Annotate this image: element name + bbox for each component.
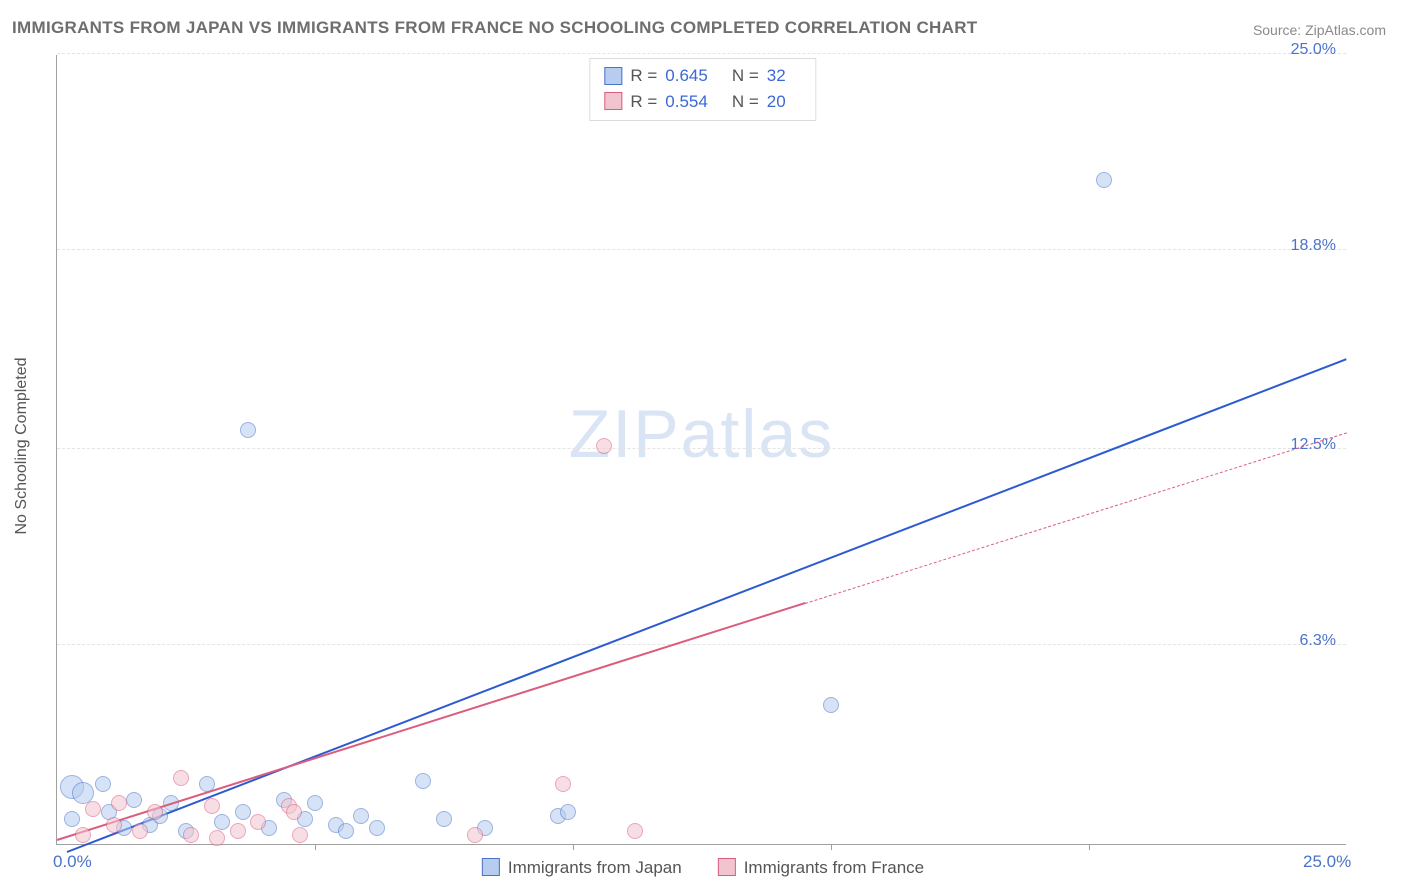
legend-row: R = 0.645 N = 32 bbox=[604, 63, 801, 89]
trend-line bbox=[805, 432, 1347, 604]
data-point bbox=[369, 820, 385, 836]
data-point bbox=[338, 823, 354, 839]
data-point bbox=[292, 827, 308, 843]
legend-r-label: R = bbox=[630, 89, 657, 115]
data-point bbox=[183, 827, 199, 843]
data-point bbox=[85, 801, 101, 817]
trend-line bbox=[57, 602, 806, 841]
data-point bbox=[209, 830, 225, 846]
y-axis-label: No Schooling Completed bbox=[13, 358, 31, 535]
gridline bbox=[57, 448, 1346, 449]
data-point bbox=[132, 823, 148, 839]
gridline bbox=[57, 249, 1346, 250]
legend-n-label: N = bbox=[732, 63, 759, 89]
legend-series-name: Immigrants from France bbox=[744, 858, 924, 877]
data-point bbox=[75, 827, 91, 843]
legend-row: R = 0.554 N = 20 bbox=[604, 89, 801, 115]
x-tick-mark bbox=[573, 844, 574, 850]
y-tick-label: 25.0% bbox=[1291, 41, 1336, 59]
correlation-legend: R = 0.645 N = 32 R = 0.554 N = 20 bbox=[589, 58, 816, 121]
data-point bbox=[436, 811, 452, 827]
chart-plot-area: ZIPatlas 6.3%12.5%18.8%25.0%0.0%25.0% bbox=[56, 55, 1346, 845]
data-point bbox=[204, 798, 220, 814]
x-tick-mark bbox=[1089, 844, 1090, 850]
data-point bbox=[126, 792, 142, 808]
data-point bbox=[235, 804, 251, 820]
legend-series-name: Immigrants from Japan bbox=[508, 858, 682, 877]
legend-swatch bbox=[604, 67, 622, 85]
data-point bbox=[286, 804, 302, 820]
data-point bbox=[147, 804, 163, 820]
x-tick-mark bbox=[831, 844, 832, 850]
x-tick-mark bbox=[315, 844, 316, 850]
watermark: ZIPatlas bbox=[569, 395, 834, 473]
legend-swatch bbox=[604, 92, 622, 110]
legend-n-value: 20 bbox=[767, 89, 786, 115]
legend-swatch bbox=[482, 858, 500, 876]
data-point bbox=[560, 804, 576, 820]
data-point bbox=[1096, 172, 1112, 188]
data-point bbox=[596, 438, 612, 454]
data-point bbox=[240, 422, 256, 438]
data-point bbox=[353, 808, 369, 824]
series-legend: Immigrants from Japan Immigrants from Fra… bbox=[482, 858, 924, 878]
data-point bbox=[250, 814, 266, 830]
legend-n-label: N = bbox=[732, 89, 759, 115]
source-label: Source: ZipAtlas.com bbox=[1253, 22, 1386, 38]
legend-n-value: 32 bbox=[767, 63, 786, 89]
legend-r-value: 0.554 bbox=[665, 89, 708, 115]
data-point bbox=[95, 776, 111, 792]
legend-item: Immigrants from France bbox=[718, 858, 924, 878]
y-tick-label: 6.3% bbox=[1300, 632, 1336, 650]
legend-swatch bbox=[718, 858, 736, 876]
watermark-thin: atlas bbox=[681, 396, 835, 472]
watermark-bold: ZIP bbox=[569, 396, 681, 472]
data-point bbox=[627, 823, 643, 839]
data-point bbox=[173, 770, 189, 786]
data-point bbox=[64, 811, 80, 827]
legend-item: Immigrants from Japan bbox=[482, 858, 682, 878]
data-point bbox=[467, 827, 483, 843]
legend-r-label: R = bbox=[630, 63, 657, 89]
x-tick-label: 0.0% bbox=[53, 852, 92, 872]
trend-line bbox=[67, 359, 1347, 854]
data-point bbox=[106, 817, 122, 833]
data-point bbox=[111, 795, 127, 811]
gridline bbox=[57, 53, 1346, 54]
gridline bbox=[57, 644, 1346, 645]
data-point bbox=[555, 776, 571, 792]
chart-title: IMMIGRANTS FROM JAPAN VS IMMIGRANTS FROM… bbox=[12, 18, 977, 38]
legend-r-value: 0.645 bbox=[665, 63, 708, 89]
data-point bbox=[214, 814, 230, 830]
y-tick-label: 18.8% bbox=[1291, 237, 1336, 255]
data-point bbox=[415, 773, 431, 789]
x-tick-label: 25.0% bbox=[1303, 852, 1351, 872]
data-point bbox=[307, 795, 323, 811]
data-point bbox=[230, 823, 246, 839]
data-point bbox=[823, 697, 839, 713]
